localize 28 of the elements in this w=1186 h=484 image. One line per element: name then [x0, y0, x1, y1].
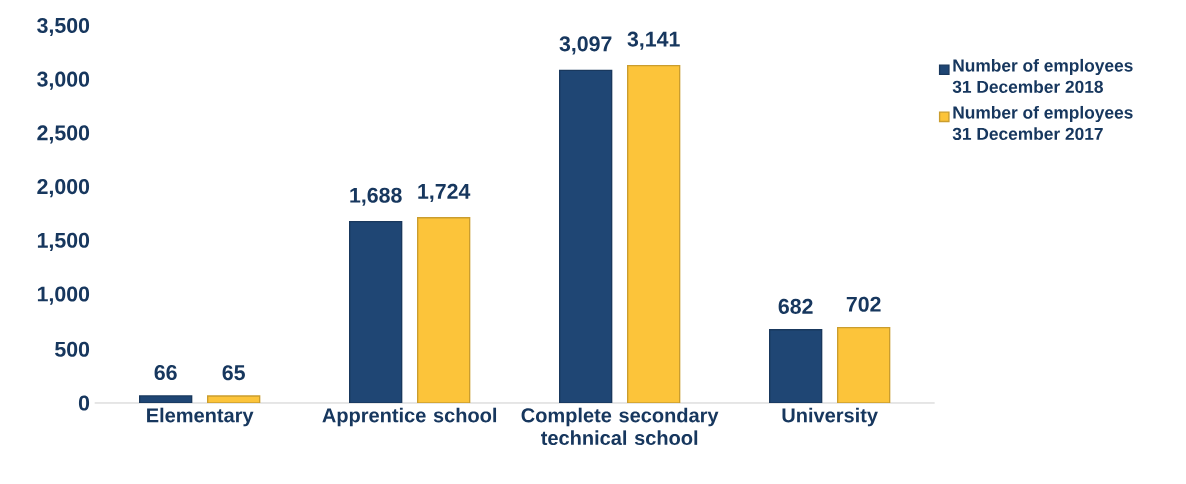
x-tick-label: Complete secondary technical school [521, 407, 719, 446]
legend-label: Number of employees 31 December 2017 [952, 105, 1133, 141]
bar [769, 329, 823, 403]
x-tick-label: University [782, 407, 878, 427]
y-tick-label: 500 [55, 341, 90, 357]
x-tick-label: Elementary [147, 407, 254, 427]
y-tick-label: 2,500 [37, 125, 90, 144]
bar [559, 69, 613, 403]
y-tick-label: 2,000 [37, 179, 90, 198]
bar [627, 64, 681, 403]
data-label: 1,724 [418, 183, 471, 203]
x-tick-label: Apprentice school [322, 407, 497, 427]
data-label: 65 [222, 365, 245, 381]
y-tick-label: 3,500 [37, 17, 90, 37]
legend-label: Number of employees 31 December 2018 [952, 58, 1133, 93]
data-label: 1,688 [350, 187, 402, 206]
data-label: 682 [778, 298, 813, 314]
y-tick-label: 3,000 [37, 71, 90, 90]
bar [349, 220, 403, 403]
data-label: 702 [846, 296, 881, 312]
bar [837, 326, 891, 403]
data-label: 3,097 [559, 36, 612, 55]
data-label: 3,141 [627, 31, 680, 50]
data-label: 66 [154, 365, 177, 381]
y-tick-label: 1,500 [37, 232, 90, 251]
y-tick-label: 1,000 [37, 286, 90, 305]
y-tick-label: 0 [78, 395, 90, 411]
bar [417, 217, 471, 403]
